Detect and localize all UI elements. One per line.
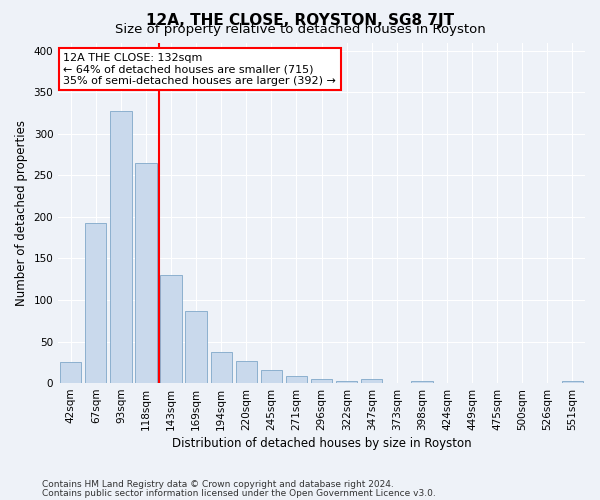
Text: Contains HM Land Registry data © Crown copyright and database right 2024.: Contains HM Land Registry data © Crown c… [42,480,394,489]
Bar [261,370,282,383]
Text: Contains public sector information licensed under the Open Government Licence v3: Contains public sector information licen… [42,488,436,498]
Bar [60,362,82,383]
Bar [160,275,182,383]
Bar [336,380,358,383]
Bar [286,376,307,383]
Text: 12A, THE CLOSE, ROYSTON, SG8 7JT: 12A, THE CLOSE, ROYSTON, SG8 7JT [146,12,454,28]
Bar [562,380,583,383]
Bar [85,223,106,383]
Bar [361,379,382,383]
X-axis label: Distribution of detached houses by size in Royston: Distribution of detached houses by size … [172,437,472,450]
Text: 12A THE CLOSE: 132sqm
← 64% of detached houses are smaller (715)
35% of semi-det: 12A THE CLOSE: 132sqm ← 64% of detached … [64,52,337,86]
Y-axis label: Number of detached properties: Number of detached properties [15,120,28,306]
Bar [110,112,131,383]
Bar [311,379,332,383]
Bar [185,311,207,383]
Bar [411,380,433,383]
Bar [236,362,257,383]
Bar [136,163,157,383]
Text: Size of property relative to detached houses in Royston: Size of property relative to detached ho… [115,22,485,36]
Bar [211,352,232,383]
